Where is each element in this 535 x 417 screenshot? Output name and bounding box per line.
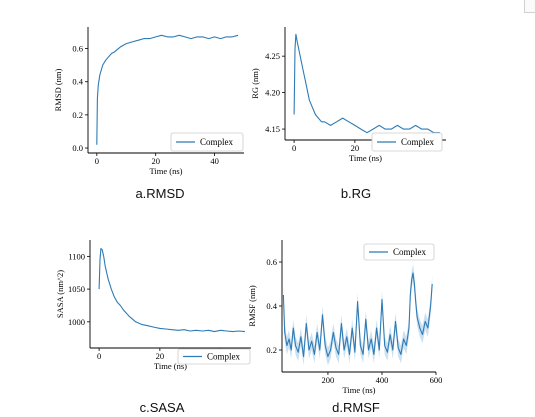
legend-box [170,132,244,152]
legend-label: Complex [401,137,434,147]
caption-sasa: c.SASA [140,400,185,415]
y-tick-label: 0.0 [72,143,83,153]
y-tick-label: 0.2 [72,110,83,120]
y-tick-label: 4.25 [265,51,280,61]
y-axis-title-sasa: SASA (nm^2) [55,270,65,318]
legend-box [371,132,443,152]
x-tick-label: 20 [151,156,160,166]
y-tick-label: 0.4 [266,301,277,311]
y-tick-label: 0.6 [266,257,277,267]
legend-sasa: Complex [177,348,251,365]
caption-rg: b.RG [341,186,371,201]
x-axis-title-sasa: Time (ns) [154,361,187,371]
legend-box [363,243,435,261]
y-tick-label: 0.2 [266,345,277,355]
x-tick-label: 400 [376,375,389,385]
y-tick-label: 1050 [68,284,85,294]
x-tick-label: 20 [156,351,165,361]
y-axis-title-rg: RG (nm) [250,68,260,99]
series-line-rg [293,33,440,134]
caption-rmsf: d.RMSF [332,400,380,415]
y-tick-label: 1100 [68,251,85,261]
x-axis-title-rmsf: Time (ns) [343,385,376,395]
x-tick-label: 0 [292,143,296,153]
legend-box [177,348,251,365]
caption-rmsd: a.RMSD [135,186,184,201]
y-tick-label: 1000 [68,317,85,327]
series-line-sasa [98,247,245,333]
y-tick-label: 4.20 [265,88,280,98]
series-line-rmsd [96,34,239,145]
legend-label: Complex [393,247,426,257]
legend-rg: Complex [371,132,443,152]
chart-panel-rmsd: 0 20 40 0.0 0.2 0.4 0.6 Time (ns) RMSD (nm) Compl… [53,27,244,176]
series-line-rmsf [282,272,433,358]
x-tick-label: 200 [322,375,335,385]
x-tick-label: 20 [351,143,360,153]
y-axis-title-rmsd: RMSD (nm) [53,68,63,111]
x-tick-label: 40 [210,156,219,166]
y-tick-label: 4.15 [265,124,280,134]
x-tick-label: 0 [95,156,99,166]
chart-panel-sasa: 02040100010501100Time (ns)SASA (nm^2)Com… [55,240,251,371]
chart-panel-rmsf: 200 400 600 0.2 0.4 0.6 Time (ns) RMSF (nm) Comp… [247,240,442,395]
x-axis-title-rg: Time (ns) [349,153,382,163]
y-tick-label: 0.6 [72,44,83,54]
legend-label: Complex [207,352,240,362]
x-tick-label: 0 [97,351,101,361]
page-corner-marker [524,0,535,13]
y-axis-title-rmsf: RMSF (nm) [247,285,257,326]
legend-rmsf: Complex [363,243,435,261]
legend-label: Complex [200,137,233,147]
y-tick-label: 0.4 [72,77,83,87]
x-axis-title-rmsd: Time (ns) [150,166,183,176]
legend-rmsd: Complex [170,132,244,152]
x-tick-label: 600 [430,375,443,385]
